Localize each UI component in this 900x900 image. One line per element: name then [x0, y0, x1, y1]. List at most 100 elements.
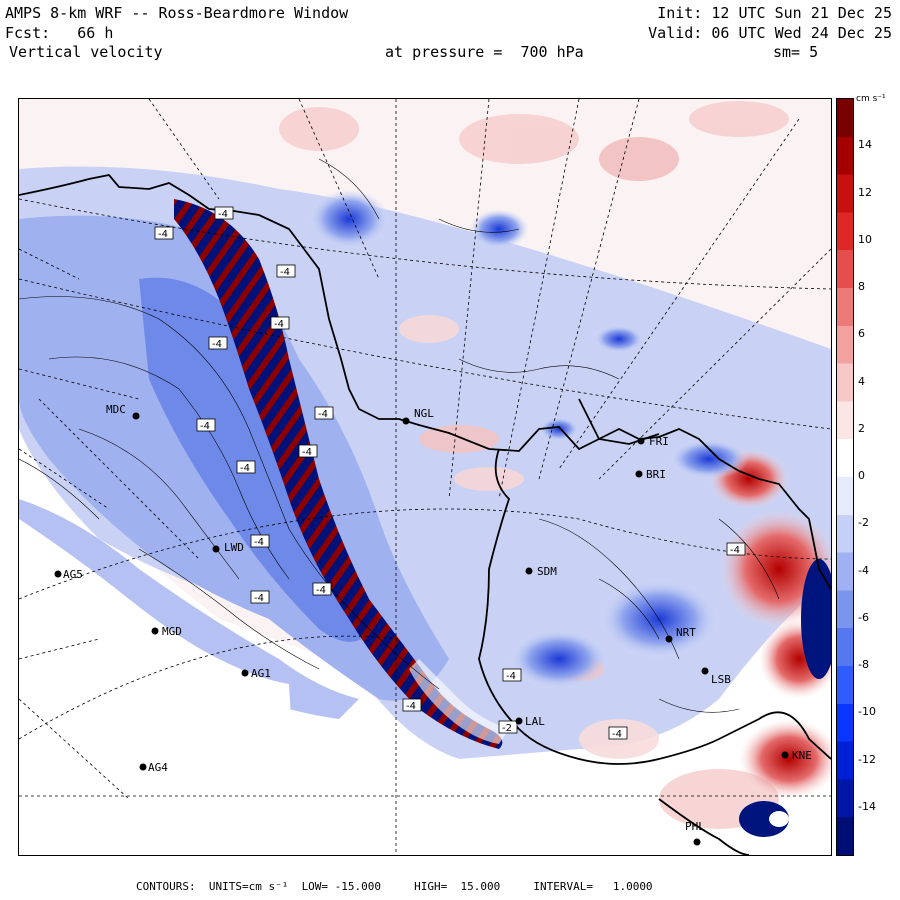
- svg-text:LSB: LSB: [711, 673, 731, 686]
- svg-text:-4: -4: [254, 537, 264, 548]
- station-ag5: AG5: [54, 568, 83, 581]
- contour-label: -4: [236, 460, 256, 474]
- contour-labels: -4 -4 -4 -4 -4 -4 -4 -4 -4 -4 -4 -4 -4 -…: [154, 206, 746, 740]
- svg-text:BRI: BRI: [646, 468, 666, 481]
- map-canvas: -4 -4 -4 -4 -4 -4 -4 -4 -4 -4 -4 -4 -4 -…: [19, 99, 831, 855]
- contour-label: -4: [502, 668, 522, 682]
- station-ngl: NGL: [402, 407, 434, 425]
- station-bri: BRI: [635, 468, 666, 481]
- svg-text:-4: -4: [730, 545, 740, 556]
- contour-lines: [19, 158, 780, 713]
- station-mgd: MGD: [151, 625, 182, 638]
- mountain-wave-band: [174, 199, 503, 749]
- station-lsb: LSB: [701, 667, 731, 686]
- plateau-descent-band: [19, 499, 359, 719]
- colorbar-tick-label: 2: [858, 421, 865, 435]
- svg-text:-4: -4: [212, 339, 222, 350]
- map-panel[interactable]: -4 -4 -4 -4 -4 -4 -4 -4 -4 -4 -4 -4 -4 -…: [18, 98, 832, 856]
- wave-break-gaps: [409, 659, 509, 744]
- coastline: [19, 174, 831, 855]
- contour-label: -4: [154, 226, 174, 240]
- svg-text:AG1: AG1: [251, 667, 271, 680]
- contour-label: -4: [196, 418, 216, 432]
- contour-label: -4: [608, 726, 628, 740]
- colorbar-tick-label: 10: [858, 232, 872, 246]
- contour-label: -4: [312, 582, 332, 596]
- colorbar-tick-label: -10: [858, 705, 876, 719]
- svg-text:-4: -4: [318, 409, 328, 420]
- contour-label: -4: [250, 590, 270, 604]
- polar-plateau-area: [19, 519, 299, 855]
- station-kne: KNE: [781, 749, 812, 762]
- colorbar: [836, 98, 854, 856]
- valid-time: Valid: 06 UTC Wed 24 Dec 25: [648, 24, 892, 42]
- colorbar-tick-label: -12: [858, 752, 876, 766]
- station-fri: FRI: [637, 435, 669, 448]
- svg-text:AG5: AG5: [63, 568, 83, 581]
- init-time: Init: 12 UTC Sun 21 Dec 25: [657, 4, 892, 22]
- colorbar-tick-label: 12: [858, 185, 872, 199]
- station-lwd: LWD: [212, 541, 244, 554]
- svg-text:-4: -4: [506, 671, 516, 682]
- svg-text:MGD: MGD: [162, 625, 182, 638]
- contour-label: -4: [208, 336, 228, 350]
- contour-label: -2: [498, 720, 518, 734]
- stations: MDC NGL FRI BRI LWD AG5 SDM MGD NRT AG1 …: [54, 403, 812, 846]
- colorbar-tick-label: -14: [858, 799, 876, 813]
- colorbar-tick-label: 8: [858, 280, 865, 293]
- station-lal: LAL: [515, 715, 545, 728]
- station-sdm: SDM: [525, 565, 557, 578]
- svg-text:PHL: PHL: [685, 820, 705, 833]
- field-name: Vertical velocity: [9, 43, 163, 61]
- svg-text:-4: -4: [200, 421, 210, 432]
- svg-text:LAL: LAL: [525, 715, 545, 728]
- forecast-hour: Fcst: 66 h: [5, 24, 114, 42]
- colorbar-tick-label: 4: [858, 374, 865, 388]
- svg-text:-4: -4: [280, 267, 290, 278]
- svg-text:SDM: SDM: [537, 565, 557, 578]
- contour-label: -4: [402, 698, 422, 712]
- svg-text:-2: -2: [502, 723, 512, 734]
- map-title: AMPS 8-km WRF -- Ross-Beardmore Window: [5, 4, 349, 22]
- svg-text:LWD: LWD: [224, 541, 244, 554]
- svg-text:-4: -4: [218, 209, 228, 220]
- colorbar-tick-label: -4: [858, 563, 869, 577]
- contour-label: -4: [214, 206, 234, 220]
- svg-text:KNE: KNE: [792, 749, 812, 762]
- station-ag1: AG1: [241, 667, 271, 680]
- svg-text:-4: -4: [274, 319, 284, 330]
- pressure-level: at pressure = 700 hPa: [385, 43, 584, 61]
- svg-text:-4: -4: [158, 229, 168, 240]
- contour-label: -4: [250, 534, 270, 548]
- svg-text:-4: -4: [316, 585, 326, 596]
- svg-text:MDC: MDC: [106, 403, 126, 416]
- graticule: [19, 99, 831, 855]
- contour-label: -4: [298, 444, 318, 458]
- colorbar-tick-label: 14: [858, 138, 872, 152]
- colorbar-tick-label: 0: [858, 469, 865, 482]
- contour-label: -4: [314, 406, 334, 420]
- colorbar-tick-label: 6: [858, 327, 865, 341]
- svg-text:-4: -4: [302, 447, 312, 458]
- contour-label: -4: [726, 542, 746, 556]
- colorbar-tick-label: -8: [858, 658, 869, 671]
- station-mdc: MDC: [106, 403, 140, 420]
- svg-text:NGL: NGL: [414, 407, 434, 420]
- colorbar-tick-label: -2: [858, 516, 869, 530]
- station-nrt: NRT: [665, 626, 696, 643]
- contour-label: -4: [276, 264, 296, 278]
- colorbar-tick-label: -6: [858, 610, 869, 624]
- svg-text:-4: -4: [406, 701, 416, 712]
- svg-text:AG4: AG4: [148, 761, 168, 774]
- contour-info: CONTOURS: UNITS=cm s⁻¹ LOW= -15.000 HIGH…: [136, 880, 653, 893]
- station-ag4: AG4: [139, 761, 168, 774]
- smoothing-value: sm= 5: [773, 43, 819, 61]
- svg-text:FRI: FRI: [649, 435, 669, 448]
- svg-text:-4: -4: [240, 463, 250, 474]
- contour-label: -4: [270, 316, 290, 330]
- svg-text:-4: -4: [254, 593, 264, 604]
- svg-text:-4: -4: [612, 729, 622, 740]
- station-phl: PHL: [685, 820, 705, 846]
- svg-text:NRT: NRT: [676, 626, 696, 639]
- colorbar-units: cm s⁻¹: [856, 94, 886, 104]
